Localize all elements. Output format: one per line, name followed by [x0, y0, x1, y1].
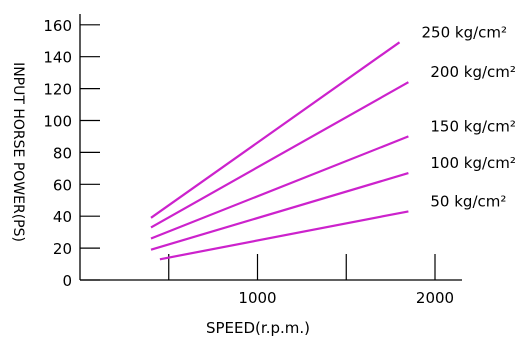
y-tick-label: 140	[43, 49, 72, 67]
series-labels: 250 kg/cm² 200 kg/cm² 150 kg/cm² 100 kg/cm²…	[422, 23, 516, 210]
series-line	[150, 41, 401, 219]
series-lines	[150, 41, 409, 261]
y-axis-title: INPUT HORSE POWER(PS)	[10, 62, 26, 242]
y-tick-label: 60	[53, 176, 72, 194]
axes: 0 20 40 60 80 100 120 140 160 1000 2000	[43, 14, 462, 307]
x-tick-label: 2000	[416, 289, 454, 307]
series-label: 250 kg/cm²	[422, 23, 508, 41]
series-line	[159, 210, 409, 261]
series-line	[150, 81, 409, 229]
series-label: 100 kg/cm²	[430, 154, 516, 172]
series-line	[150, 135, 409, 240]
series-line	[150, 172, 409, 251]
series-label: 150 kg/cm²	[430, 117, 516, 135]
y-tick-label: 20	[53, 240, 72, 258]
series-label: 50 kg/cm²	[430, 192, 506, 210]
y-tick-label: 160	[43, 17, 72, 35]
y-tick-label: 0	[62, 272, 72, 290]
x-axis-title: SPEED(r.p.m.)	[206, 319, 310, 337]
y-tick-label: 120	[43, 81, 72, 99]
y-tick-label: 80	[53, 144, 72, 162]
y-tick-label: 100	[43, 113, 72, 131]
x-tick-label: 1000	[238, 289, 276, 307]
series-label: 200 kg/cm²	[430, 63, 516, 81]
y-tick-label: 40	[53, 208, 72, 226]
